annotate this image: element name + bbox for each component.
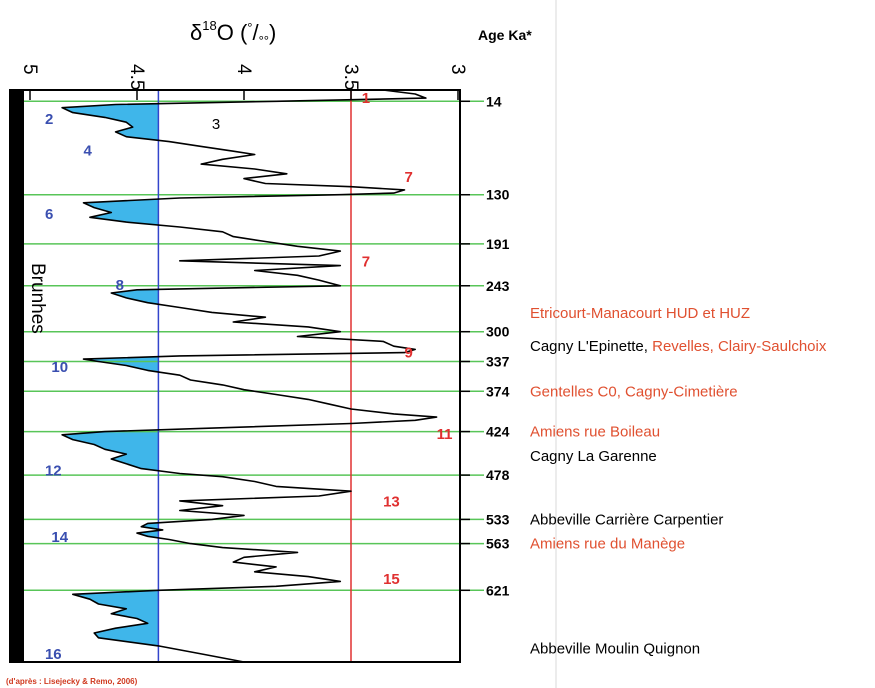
curve-layer <box>61 89 438 663</box>
source-note: (d'après : Lisejecky & Remo, 2006) <box>6 677 138 686</box>
site-label-part: Revelles, Clairy-Saulchoix <box>652 338 827 355</box>
age-tick-label: 478 <box>486 467 510 483</box>
x-tick-label: 5 <box>19 64 40 75</box>
site-label: Etricourt-Manacourt HUD et HUZ <box>530 305 750 322</box>
x-axis-title: δ18O (°/°°) <box>190 18 276 48</box>
age-tick-label: 14 <box>486 93 502 109</box>
age-tick-label: 337 <box>486 353 510 369</box>
x-tick-label: 3.5 <box>340 64 361 90</box>
reference-line-layer <box>157 90 352 662</box>
site-label-part: Abbeville Moulin Quignon <box>530 640 700 657</box>
stage-label-warm: 9 <box>405 345 413 362</box>
stage-label-warm: 7 <box>405 169 413 186</box>
site-label-part: Abbeville Carrière Carpentier <box>530 511 723 528</box>
x-axis-title-delta: δ <box>190 20 202 45</box>
stage-label-cold: 8 <box>116 277 124 294</box>
site-label-part: Gentelles C0, Cagny-Cimetière <box>530 383 738 400</box>
site-label-part: Amiens rue Boileau <box>530 424 660 441</box>
cold-stage-fill <box>141 522 159 530</box>
site-label-layer: Etricourt-Manacourt HUD et HUZ Cagny L'Ep… <box>530 305 827 657</box>
stage-label-warm: 15 <box>383 571 400 588</box>
x-axis-title-close: ) <box>269 20 276 45</box>
site-label-part: Etricourt-Manacourt HUD et HUZ <box>530 305 750 322</box>
site-label-part: Cagny L'Epinette, <box>530 338 652 355</box>
stage-label-warm: 13 <box>383 494 400 511</box>
age-tick-label: 191 <box>486 236 510 252</box>
site-label: Amiens rue Boileau <box>530 424 660 441</box>
stage-label-warm: 1 <box>362 90 370 107</box>
stage-label-cold: 2 <box>45 111 53 128</box>
site-label: Abbeville Moulin Quignon <box>530 640 700 657</box>
stage-label-cold: 12 <box>45 462 62 479</box>
x-axis-unit-sub: °° <box>259 33 269 48</box>
cold-stage-fill-layer <box>62 103 159 646</box>
cold-stage-fill <box>72 590 159 646</box>
age-tick-label: 243 <box>486 278 510 294</box>
age-tick-label: 563 <box>486 536 510 552</box>
stage-label-cold: 10 <box>51 359 68 376</box>
stage-label-cold: 16 <box>45 646 62 663</box>
site-label-part: Amiens rue du Manège <box>530 536 685 553</box>
stage-label-layer: 1 7 7 9 11 13 15 2 4 6 8 10 12 14 16 3 <box>45 90 452 663</box>
x-tick-label: 4.5 <box>126 64 147 90</box>
site-label: Amiens rue du Manège <box>530 536 685 553</box>
x-tick-label: 4 <box>233 64 254 75</box>
age-tick-label: 374 <box>486 383 510 399</box>
x-tick-label: 3 <box>447 64 468 75</box>
x-axis-title-o: O ( <box>217 20 248 45</box>
age-tick-label: 621 <box>486 582 510 598</box>
age-tick-label: 300 <box>486 324 510 340</box>
age-tick-label: 533 <box>486 511 510 527</box>
age-tick-label: 130 <box>486 187 510 203</box>
stage-label-warm: 11 <box>437 426 453 443</box>
brunhes-label: Brunhes <box>27 263 48 334</box>
cold-stage-fill <box>137 530 159 538</box>
x-axis-unit-degree: ° <box>247 20 252 35</box>
stage-label-cold: 14 <box>51 529 68 546</box>
site-label: Abbeville Carrière Carpentier <box>530 511 723 528</box>
stage-label-warm: 7 <box>362 254 370 271</box>
x-axis-unit-slash: / <box>252 20 259 45</box>
magnetic-polarity-bar <box>10 90 24 662</box>
age-axis-title: Age Ka* <box>478 27 532 43</box>
age-tick-label: 424 <box>486 424 510 440</box>
x-axis-title-sup: 18 <box>202 18 216 33</box>
x-tick-layer: 5 4.5 4 3.5 3 <box>19 64 468 100</box>
isotope-curve <box>61 89 438 663</box>
stage-label-cold: 6 <box>45 206 53 223</box>
site-label: Cagny La Garenne <box>530 448 657 465</box>
stage-label-cold: 4 <box>84 142 93 159</box>
cold-stage-fill <box>62 103 159 141</box>
site-label: Cagny L'Epinette, Revelles, Clairy-Saulc… <box>530 338 827 355</box>
stage-label-interstadial: 3 <box>212 116 220 133</box>
site-label: Gentelles C0, Cagny-Cimetière <box>530 383 738 400</box>
age-tick-layer: 14 130 191 243 300 337 374 424 478 533 563 621 <box>460 93 510 598</box>
cold-stage-fill <box>111 289 159 305</box>
site-label-part: Cagny La Garenne <box>530 448 657 465</box>
